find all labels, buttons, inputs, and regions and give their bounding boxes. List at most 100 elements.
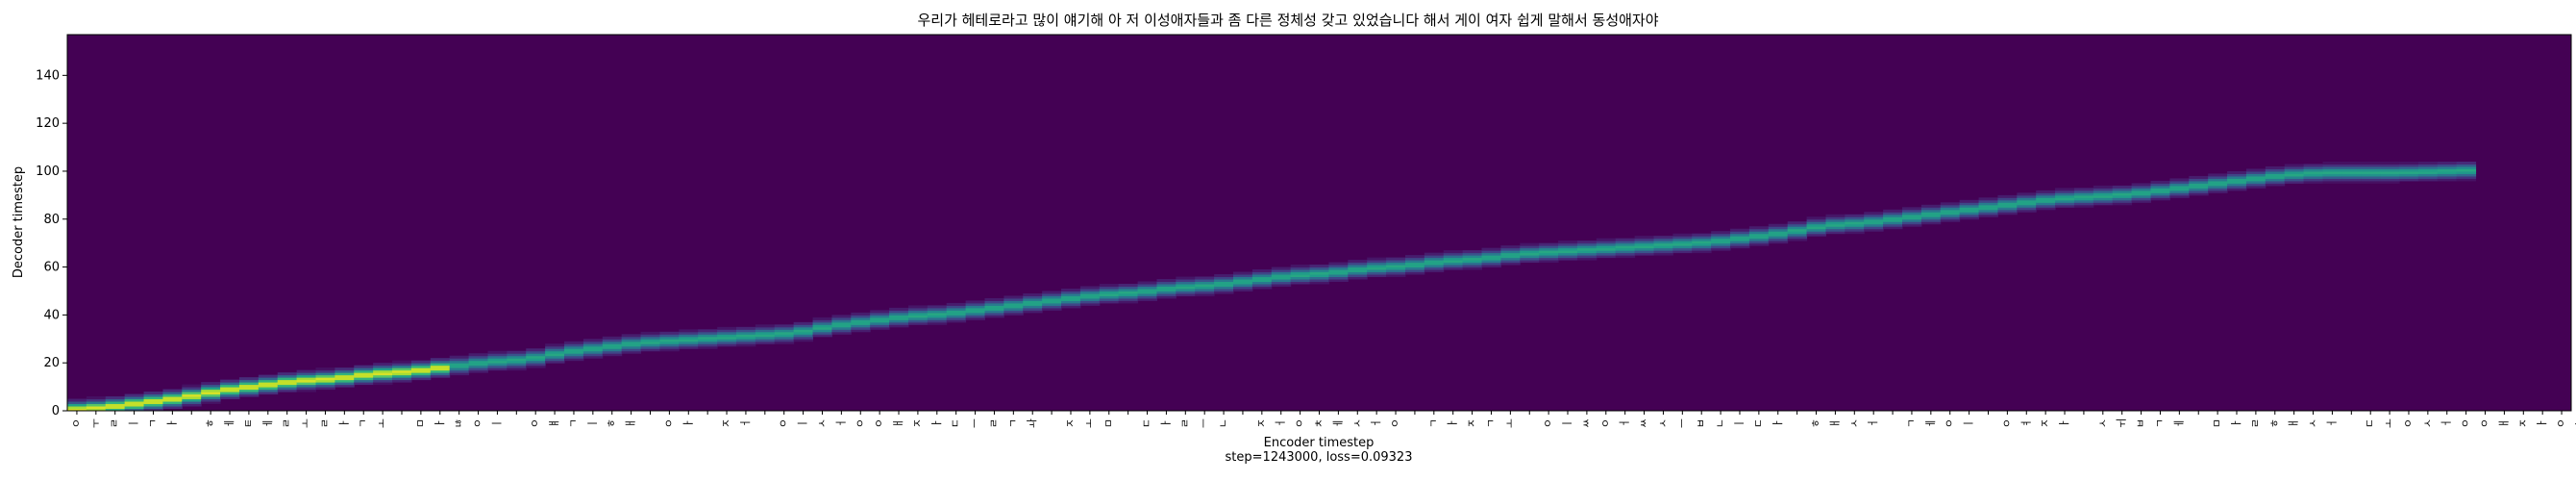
x-tick-label: ㅓ [2325, 418, 2338, 428]
heatmap-cell [2189, 178, 2209, 182]
x-tick-label: ㅅ [2307, 418, 2319, 428]
heatmap-cell [1576, 247, 1598, 251]
heatmap-cell [1997, 199, 2018, 203]
heatmap-cell [1079, 288, 1101, 291]
heatmap-cell [201, 401, 221, 405]
heatmap-cell [2055, 192, 2075, 196]
heatmap-cell [545, 355, 565, 359]
heatmap-cell [1615, 245, 1636, 249]
heatmap-cell [1711, 245, 1731, 249]
heatmap-cell [507, 367, 527, 371]
heatmap-cell [2380, 161, 2400, 165]
heatmap-cell [1576, 245, 1598, 249]
heatmap-cell [582, 355, 604, 359]
heatmap-cell [1176, 276, 1196, 280]
heatmap-cell [1156, 291, 1177, 294]
heatmap-cell [2322, 178, 2342, 182]
heatmap-cell [1500, 252, 1521, 256]
heatmap-cell [1156, 295, 1177, 299]
heatmap-cell [2399, 173, 2419, 177]
x-tick-label: ㅂ [2135, 418, 2147, 428]
heatmap-cell [2284, 165, 2305, 169]
heatmap-cell [1462, 252, 1483, 256]
heatmap-cell [621, 341, 642, 344]
heatmap-cell [449, 372, 470, 376]
heatmap-cell [545, 348, 565, 352]
heatmap-cell [1539, 255, 1559, 259]
heatmap-cell [870, 316, 890, 320]
heatmap-cell [258, 387, 279, 391]
heatmap-cell [2284, 175, 2305, 179]
heatmap-cell [1500, 262, 1521, 266]
heatmap-cell [907, 319, 929, 323]
heatmap-cell [1845, 214, 1865, 217]
heatmap-cell [735, 343, 756, 347]
heatmap-cell [1864, 223, 1884, 227]
heatmap-cell [2456, 161, 2477, 165]
heatmap-cell [602, 343, 623, 347]
heatmap-cell [2341, 170, 2362, 174]
heatmap-cell [621, 336, 642, 340]
heatmap-cell [621, 348, 642, 352]
heatmap-cell [296, 387, 317, 391]
heatmap-cell [1176, 286, 1196, 290]
heatmap-cell [1290, 269, 1311, 273]
heatmap-cell [946, 316, 967, 320]
heatmap-cell [946, 305, 967, 309]
heatmap-cell [526, 350, 546, 354]
heatmap-cell [1653, 250, 1673, 254]
heatmap-cell [774, 336, 795, 340]
heatmap-cell [2303, 180, 2323, 184]
heatmap-cell [2093, 190, 2114, 193]
heatmap-cell [1290, 265, 1311, 268]
heatmap-cell [1883, 214, 1903, 217]
heatmap-cell [2150, 192, 2170, 196]
heatmap-cell [1520, 245, 1540, 249]
heatmap-cell [258, 392, 279, 395]
heatmap-cell [1195, 286, 1215, 290]
x-tick-label: ㅣ [586, 418, 599, 428]
heatmap-cell [1711, 238, 1731, 241]
heatmap-cell [2112, 202, 2133, 206]
heatmap-cell [315, 367, 335, 371]
heatmap-cell [2169, 178, 2190, 182]
heatmap-cell [2361, 168, 2381, 172]
x-tick-label: ㅓ [739, 418, 752, 428]
x-tick-label: ㅅ [2421, 418, 2434, 428]
heatmap-cell [946, 319, 967, 323]
heatmap-cell [889, 310, 909, 314]
heatmap-cell [1195, 291, 1215, 294]
heatmap-cell [2322, 165, 2342, 169]
heatmap-cell [1768, 236, 1789, 240]
x-tick-label: ㅁ [1102, 418, 1115, 428]
x-tick-label: ㅇ [2000, 418, 2013, 428]
x-tick-label: ㅈ [2516, 418, 2529, 428]
heatmap-cell [2380, 168, 2400, 172]
heatmap-cell [1558, 240, 1578, 244]
heatmap-cell [1864, 218, 1884, 222]
heatmap-cell [1978, 212, 1998, 215]
heatmap-cell [258, 382, 279, 386]
heatmap-cell [1233, 288, 1253, 291]
heatmap-cell [1443, 260, 1464, 264]
heatmap-cell [621, 345, 642, 349]
x-tick-label: ㅐ [892, 418, 904, 428]
heatmap-cell [1959, 209, 1980, 213]
heatmap-cell [1328, 279, 1349, 283]
heatmap-cell [1348, 276, 1368, 280]
x-tick-label: ㅈ [1466, 418, 1478, 428]
heatmap-cell [2150, 188, 2170, 191]
heatmap-cell [927, 315, 948, 318]
heatmap-cell [1806, 223, 1826, 227]
heatmap-cell [1902, 207, 1922, 211]
heatmap-cell [2073, 192, 2094, 196]
heatmap-cell [410, 367, 432, 371]
heatmap-cell [1768, 233, 1789, 237]
heatmap-cell [1825, 223, 1845, 227]
heatmap-cell [334, 384, 355, 388]
heatmap-cell [373, 369, 393, 373]
heatmap-cell [2036, 204, 2056, 208]
heatmap-cell [296, 382, 317, 386]
heatmap-cell [1099, 297, 1120, 301]
heatmap-cell [2131, 183, 2152, 187]
